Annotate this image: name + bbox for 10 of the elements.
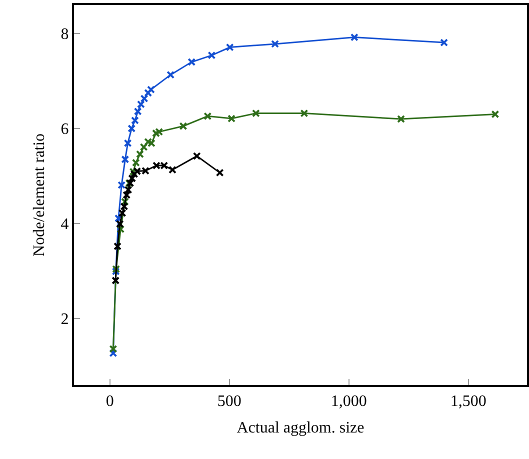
- y-tick-label: 8: [60, 26, 69, 44]
- x-tick-label: 1,500: [450, 393, 486, 410]
- y-tick-label: 2: [60, 311, 69, 328]
- y-axis-title: Node/element ratio: [31, 133, 48, 257]
- x-axis-title: Actual agglom. size: [236, 419, 364, 436]
- x-tick-label: 0: [106, 393, 114, 410]
- x-tick-label: 500: [217, 393, 242, 410]
- y-tick-label: 6: [60, 121, 69, 138]
- x-tick-label: 1,000: [330, 393, 367, 410]
- y-tick-label: 4: [60, 216, 69, 234]
